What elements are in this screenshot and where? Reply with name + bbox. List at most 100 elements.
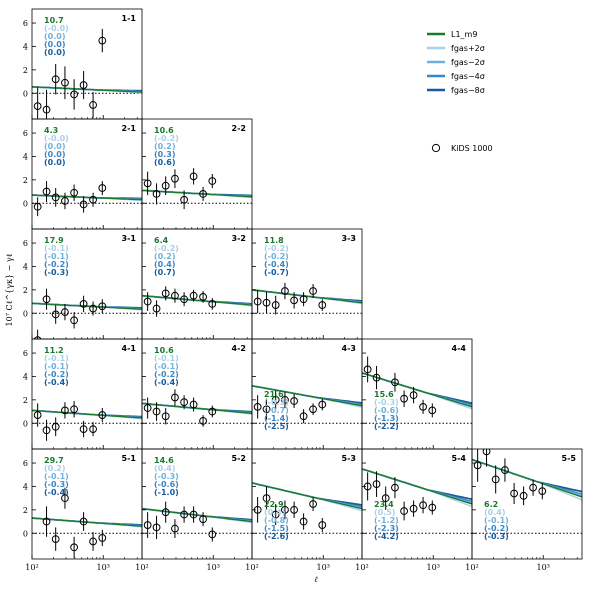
data-point [482, 449, 491, 456]
data-point [529, 483, 537, 492]
data-point [299, 295, 308, 304]
data-point [161, 289, 170, 298]
data-point [253, 402, 262, 411]
data-point [61, 494, 69, 503]
panel-label: 5-1 [122, 454, 137, 463]
panel-plot-area [252, 384, 362, 424]
data-point [199, 417, 207, 425]
x-tick-label: 10² [135, 563, 148, 572]
data-point [381, 494, 390, 503]
data-point [33, 336, 42, 339]
y-tick-label: 0 [23, 309, 28, 318]
stat-value: 11.2 [44, 346, 64, 355]
data-point [70, 316, 79, 325]
data-point [180, 510, 189, 519]
stat-value: 22.9 [264, 500, 284, 509]
data-point [419, 501, 427, 510]
data-point [171, 174, 179, 183]
stat-value: (-0.1) [44, 472, 69, 481]
data-point [208, 299, 217, 308]
data-point [70, 543, 79, 552]
data-point [208, 177, 217, 185]
data-point [89, 101, 97, 109]
stat-value: (-0.1) [44, 252, 69, 261]
panel-frame [471, 448, 583, 560]
stat-value: 21.6 [264, 390, 284, 399]
data-point [89, 304, 97, 313]
data-point [42, 426, 51, 435]
data-point [290, 505, 299, 514]
x-tick-label: 10³ [537, 563, 550, 572]
panel-plot-area [32, 28, 142, 119]
panel-plot-area [362, 468, 472, 534]
data-point [189, 291, 198, 300]
data-point [42, 187, 51, 196]
data-point [501, 466, 509, 474]
data-point [61, 197, 69, 205]
stat-value: (0.2) [44, 464, 65, 473]
data-point [309, 405, 317, 414]
data-point [262, 494, 271, 503]
stat-value: (0.4) [264, 508, 285, 517]
stat-value: (-0.2) [264, 252, 289, 261]
panel-plot-area [252, 482, 362, 534]
panel-label: 2-1 [122, 124, 137, 133]
panel-label: 4-4 [452, 344, 467, 353]
data-point [409, 391, 418, 400]
y-tick-label: 0 [23, 529, 28, 538]
stat-value: 6.4 [154, 236, 169, 245]
legend-label: fgas−2σ [451, 58, 485, 67]
data-point [51, 310, 60, 319]
stat-value: (-2.3) [374, 524, 399, 533]
stat-value: (-0.3) [44, 480, 69, 489]
data-point [61, 78, 69, 87]
panel-2-2: 2-2 10.6(-0.2)(0.2)(0.3)(0.6) [141, 118, 253, 230]
panel-plot-area [252, 282, 362, 315]
panel-plot-area [142, 168, 252, 210]
data-point [290, 397, 299, 405]
data-point [98, 534, 107, 542]
data-point [318, 521, 327, 529]
data-point [538, 487, 547, 496]
data-point [400, 394, 409, 403]
data-point [171, 524, 179, 533]
stat-value: (-0.7) [264, 268, 289, 277]
data-point [89, 195, 97, 204]
data-point [510, 489, 519, 498]
data-point [208, 407, 217, 416]
panel-3-2: 3-2 6.4(-0.2)(0.2)(0.4)(0.7) [141, 228, 253, 340]
legend-label: fgas+2σ [451, 44, 485, 53]
data-point [98, 184, 107, 192]
stat-value: 6.2 [484, 500, 498, 509]
model-line-0 [32, 409, 142, 419]
legend-label: fgas−8σ [451, 86, 485, 95]
stat-value: (-1.5) [264, 524, 289, 533]
stat-value: (-0.1) [44, 244, 69, 253]
stat-value: (-0.2) [484, 524, 509, 533]
data-point [42, 517, 51, 526]
stat-value: (0.0) [44, 150, 65, 159]
data-point [161, 412, 170, 421]
stat-value: (-0.6) [154, 480, 179, 489]
model-line-0 [252, 385, 362, 407]
stat-value: (-2.2) [374, 422, 399, 431]
data-point [281, 505, 289, 514]
model-line-0 [142, 402, 252, 414]
y-axis-label: 10⁷ Cℓ^{γκ} − γℓ [5, 253, 14, 326]
stat-value: (0.0) [44, 142, 65, 151]
data-point [79, 299, 88, 308]
x-tick-label: 10³ [97, 563, 110, 572]
data-point [391, 378, 399, 387]
stat-value: (-0.1) [154, 354, 179, 363]
panel-label: 5-2 [232, 454, 246, 463]
data-point [98, 411, 107, 419]
data-point [299, 517, 308, 526]
stat-value: (0.0) [44, 40, 65, 49]
data-point [208, 530, 217, 539]
stat-value: (0.7) [154, 268, 175, 277]
data-point [79, 81, 88, 89]
data-point [309, 500, 317, 508]
data-point [491, 475, 500, 484]
